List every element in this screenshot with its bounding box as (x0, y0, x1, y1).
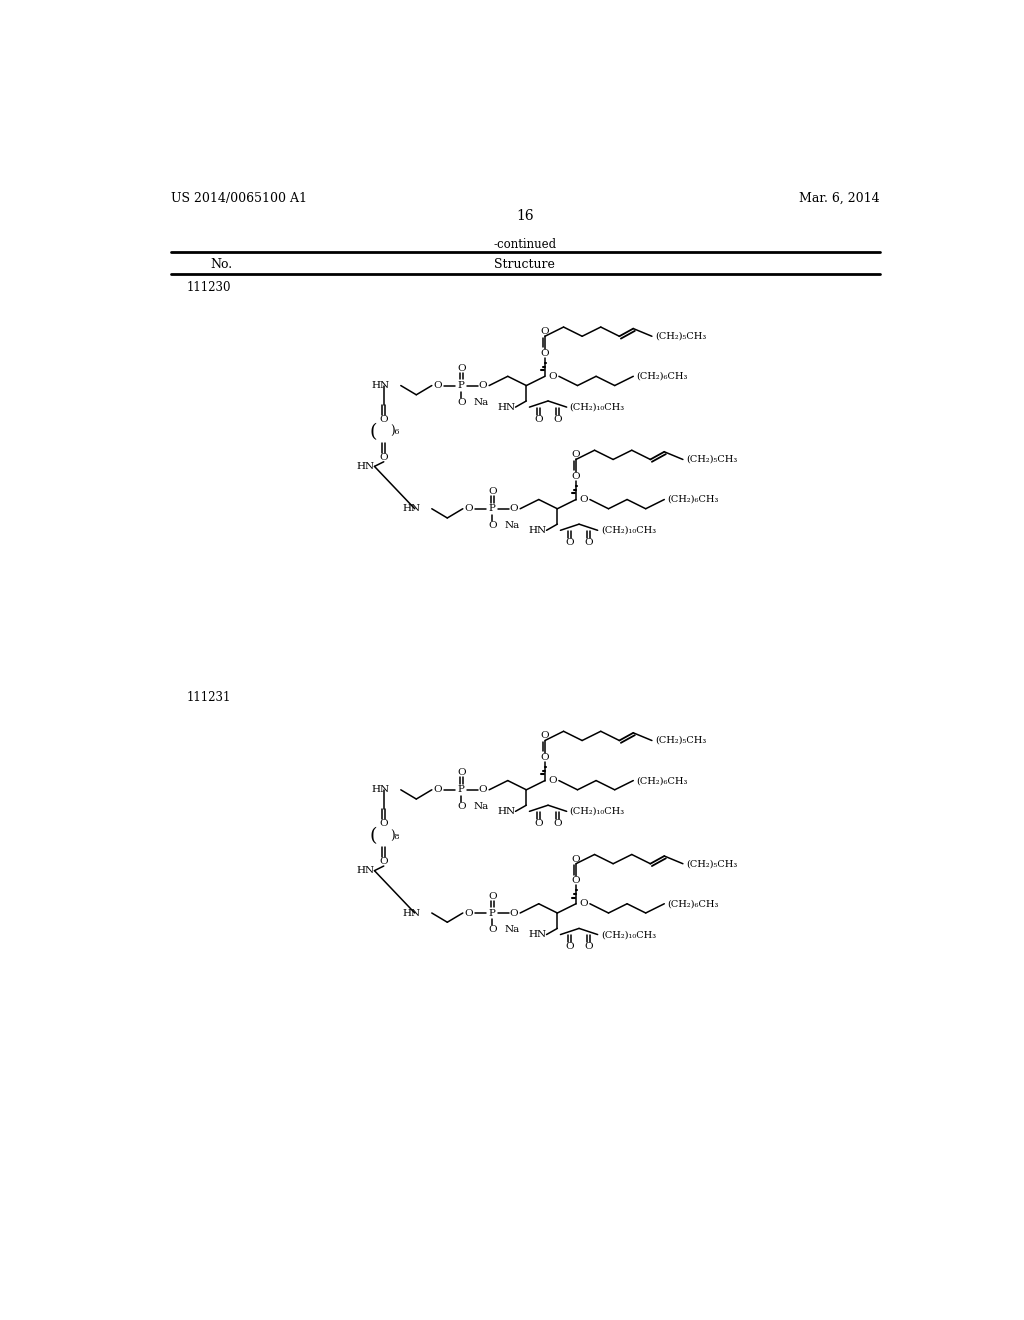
Text: (CH₂)₁₀CH₃: (CH₂)₁₀CH₃ (601, 525, 656, 535)
Text: O: O (565, 942, 574, 952)
Text: O: O (584, 942, 593, 952)
Text: O: O (457, 803, 466, 812)
Text: HN: HN (498, 403, 515, 412)
Text: O: O (535, 414, 543, 424)
Text: HN: HN (372, 785, 390, 795)
Text: (CH₂)₁₀CH₃: (CH₂)₁₀CH₃ (569, 403, 625, 412)
Text: (: ( (369, 422, 377, 441)
Text: O: O (434, 785, 442, 795)
Text: 16: 16 (516, 209, 534, 223)
Text: O: O (457, 364, 466, 374)
Text: )₆: )₆ (390, 425, 399, 438)
Text: (CH₂)₅CH₃: (CH₂)₅CH₃ (686, 455, 737, 463)
Text: O: O (380, 414, 388, 424)
Text: O: O (510, 504, 518, 513)
Text: (CH₂)₆CH₃: (CH₂)₆CH₃ (668, 495, 719, 504)
Text: HN: HN (356, 462, 375, 471)
Text: O: O (465, 504, 473, 513)
Text: HN: HN (498, 807, 515, 816)
Text: O: O (571, 854, 581, 863)
Text: P: P (458, 785, 465, 795)
Text: O: O (553, 820, 561, 828)
Text: P: P (458, 381, 465, 389)
Text: P: P (488, 908, 496, 917)
Text: O: O (541, 731, 549, 741)
Text: (: ( (369, 828, 377, 845)
Text: O: O (579, 899, 588, 908)
Text: O: O (478, 381, 487, 389)
Text: O: O (434, 381, 442, 389)
Text: O: O (510, 908, 518, 917)
Text: Na: Na (474, 399, 488, 407)
Text: (CH₂)₆CH₃: (CH₂)₆CH₃ (636, 776, 688, 785)
Text: (CH₂)₅CH₃: (CH₂)₅CH₃ (655, 737, 707, 744)
Text: HN: HN (528, 525, 547, 535)
Text: HN: HN (402, 908, 421, 917)
Text: (CH₂)₅CH₃: (CH₂)₅CH₃ (655, 331, 707, 341)
Text: O: O (571, 876, 581, 886)
Text: O: O (579, 495, 588, 504)
Text: Na: Na (505, 925, 520, 935)
Text: O: O (488, 925, 497, 935)
Text: HN: HN (356, 866, 375, 875)
Text: O: O (457, 768, 466, 777)
Text: (CH₂)₁₀CH₃: (CH₂)₁₀CH₃ (569, 807, 625, 816)
Text: (CH₂)₁₀CH₃: (CH₂)₁₀CH₃ (601, 931, 656, 939)
Text: O: O (465, 908, 473, 917)
Text: O: O (553, 414, 561, 424)
Text: O: O (541, 752, 549, 762)
Text: HN: HN (528, 931, 547, 939)
Text: O: O (541, 327, 549, 337)
Text: O: O (457, 399, 466, 407)
Text: -continued: -continued (494, 238, 556, 251)
Text: No.: No. (210, 259, 232, 271)
Text: O: O (488, 487, 497, 496)
Text: HN: HN (372, 381, 390, 389)
Text: )₈: )₈ (390, 829, 399, 842)
Text: O: O (571, 473, 581, 480)
Text: O: O (541, 348, 549, 358)
Text: P: P (488, 504, 496, 513)
Text: HN: HN (402, 504, 421, 513)
Text: O: O (565, 539, 574, 546)
Text: O: O (478, 785, 487, 795)
Text: (CH₂)₆CH₃: (CH₂)₆CH₃ (636, 372, 688, 380)
Text: US 2014/0065100 A1: US 2014/0065100 A1 (171, 191, 306, 205)
Text: (CH₂)₅CH₃: (CH₂)₅CH₃ (686, 859, 737, 869)
Text: O: O (535, 820, 543, 828)
Text: O: O (488, 521, 497, 531)
Text: Na: Na (505, 521, 520, 531)
Text: Structure: Structure (495, 259, 555, 271)
Text: O: O (548, 372, 557, 380)
Text: Mar. 6, 2014: Mar. 6, 2014 (799, 191, 880, 205)
Text: Na: Na (474, 803, 488, 812)
Text: O: O (571, 450, 581, 459)
Text: O: O (548, 776, 557, 785)
Text: O: O (380, 453, 388, 462)
Text: O: O (380, 857, 388, 866)
Text: 111230: 111230 (186, 281, 230, 294)
Text: O: O (380, 820, 388, 828)
Text: (CH₂)₆CH₃: (CH₂)₆CH₃ (668, 899, 719, 908)
Text: O: O (584, 539, 593, 546)
Text: O: O (488, 891, 497, 900)
Text: 111231: 111231 (186, 690, 230, 704)
